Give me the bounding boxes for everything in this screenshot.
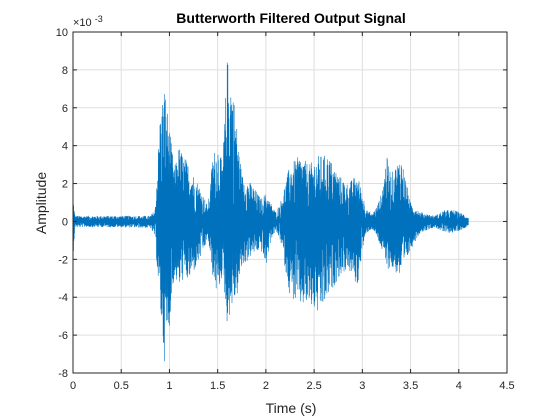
x-tick-labels: 0 0.5 1 1.5 2 2.5 3 3.5 4 4.5 — [70, 380, 515, 392]
series-signal — [72, 62, 469, 362]
x-tick-label: 3.5 — [403, 380, 418, 392]
x-tick-label: 3 — [359, 380, 365, 392]
axis-ticks — [72, 31, 508, 374]
x-tick-label: 0 — [70, 380, 76, 392]
x-tick-label: 1.5 — [210, 380, 225, 392]
x-tick-label: 4.5 — [499, 380, 514, 392]
y-tick-label: 10 — [56, 27, 68, 39]
x-axis-label: Time (s) — [266, 400, 317, 416]
y-tick-label: 2 — [62, 179, 68, 191]
y-tick-label: -6 — [58, 330, 68, 342]
x-tick-label: 1 — [166, 380, 172, 392]
y-tick-label: 6 — [62, 103, 68, 115]
x-tick-label: 2 — [263, 380, 269, 392]
y-tick-label: 0 — [62, 216, 68, 228]
exponent-base: ×10 — [73, 17, 92, 29]
exponent-power: -3 — [95, 14, 103, 24]
x-tick-label: 4 — [456, 380, 462, 392]
chart-title: Butterworth Filtered Output Signal — [176, 10, 405, 26]
y-tick-label: 8 — [62, 65, 68, 77]
y-tick-label: -8 — [58, 368, 68, 380]
y-tick-label: -2 — [58, 254, 68, 266]
y-tick-label: -4 — [58, 292, 68, 304]
signal-line — [72, 62, 469, 362]
plot-area-frame — [72, 31, 508, 374]
y-tick-labels: -8 -6 -4 -2 0 2 4 6 8 10 — [56, 27, 68, 380]
y-axis-exponent: ×10 -3 — [73, 14, 103, 29]
x-tick-label: 0.5 — [114, 380, 129, 392]
y-axis-label: Amplitude — [33, 172, 49, 234]
x-tick-label: 2.5 — [306, 380, 321, 392]
y-tick-label: 4 — [62, 141, 68, 153]
